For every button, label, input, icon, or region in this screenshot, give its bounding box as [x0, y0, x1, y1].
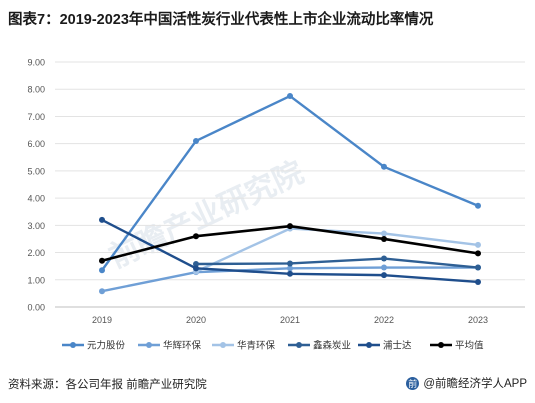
y-tick-label: 6.00	[27, 139, 45, 149]
data-point	[193, 265, 199, 272]
x-tick-label: 2023	[468, 315, 488, 325]
data-point	[475, 278, 481, 285]
data-point	[475, 202, 481, 209]
x-tick-label: 2021	[280, 315, 300, 325]
y-tick-label: 5.00	[27, 166, 45, 176]
y-tick-label: 9.00	[27, 58, 45, 68]
data-point	[381, 163, 387, 170]
legend-label: 华辉环保	[163, 340, 202, 352]
brand-credit: 前 @前瞻经济学人APP	[406, 375, 527, 391]
brand-logo-icon: 前	[406, 376, 420, 390]
data-point	[99, 267, 105, 274]
legend-swatch-marker	[220, 342, 226, 348]
x-tick-label: 2022	[374, 315, 394, 325]
data-point	[381, 264, 387, 271]
data-point	[287, 260, 293, 267]
x-tick-label: 2020	[186, 315, 206, 325]
data-point	[381, 255, 387, 262]
y-tick-label: 3.00	[27, 221, 45, 231]
data-point	[287, 265, 293, 272]
data-point	[99, 257, 105, 264]
legend-swatch-marker	[366, 342, 372, 348]
y-tick-label: 4.00	[27, 194, 45, 204]
data-point	[287, 270, 293, 277]
data-point	[99, 216, 105, 223]
data-point	[99, 288, 105, 295]
legend-label: 华青环保	[237, 340, 276, 352]
data-point	[475, 250, 481, 257]
data-point	[287, 223, 293, 230]
legend-label: 鑫森炭业	[313, 340, 351, 352]
brand-text: @前瞻经济学人APP	[423, 378, 527, 390]
legend-label: 元力股份	[87, 340, 126, 352]
legend-swatch-marker	[438, 342, 444, 348]
y-tick-label: 2.00	[27, 248, 45, 258]
data-point	[193, 260, 199, 267]
data-point	[287, 93, 293, 100]
legend-swatch-marker	[146, 342, 152, 348]
y-tick-label: 8.00	[27, 85, 45, 95]
data-point	[381, 272, 387, 279]
legend-swatch-marker	[296, 342, 302, 348]
legend-label: 浦士达	[383, 340, 412, 352]
data-point	[381, 235, 387, 242]
chart-title: 图表7：2019-2023年中国活性炭行业代表性上市企业流动比率情况	[8, 12, 434, 28]
data-point	[475, 264, 481, 271]
y-tick-label: 0.00	[27, 303, 45, 313]
series-line	[195, 227, 479, 273]
y-tick-label: 1.00	[27, 275, 45, 285]
x-tick-label: 2019	[92, 315, 112, 325]
y-tick-label: 7.00	[27, 112, 45, 122]
legend-label: 平均值	[455, 340, 484, 352]
legend-swatch-marker	[70, 342, 76, 348]
data-point	[193, 137, 199, 144]
source-note: 资料来源：各公司年报 前瞻产业研究院	[8, 379, 207, 391]
data-point	[475, 241, 481, 248]
data-point	[193, 233, 199, 240]
data-point	[381, 230, 387, 237]
series-line	[195, 257, 479, 269]
